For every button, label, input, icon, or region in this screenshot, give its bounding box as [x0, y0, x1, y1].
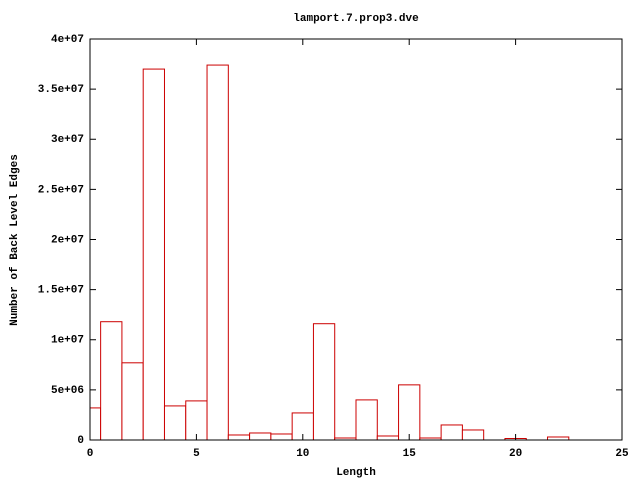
- bar: [142, 68, 165, 440]
- bar: [398, 384, 421, 440]
- x-tick-label: 25: [615, 448, 629, 460]
- bar: [461, 429, 485, 440]
- x-tick-label: 20: [509, 448, 522, 460]
- bar: [163, 405, 187, 440]
- y-tick-label: 1e+07: [51, 335, 84, 347]
- bar: [121, 362, 144, 440]
- bar: [270, 433, 293, 440]
- bar: [206, 64, 229, 440]
- bar: [312, 323, 336, 440]
- bar: [376, 435, 400, 440]
- x-tick-label: 10: [296, 448, 309, 460]
- chart-title: lamport.7.prop3.dve: [293, 13, 419, 25]
- y-tick-label: 1.5e+07: [38, 285, 84, 297]
- y-tick-label: 5e+06: [51, 385, 84, 397]
- y-tick-label: 3.5e+07: [38, 84, 84, 96]
- bar: [440, 424, 463, 440]
- bar: [249, 432, 272, 440]
- y-tick-label: 4e+07: [51, 34, 84, 46]
- x-tick-label: 15: [403, 448, 417, 460]
- bar: [355, 399, 378, 440]
- x-tick-label: 0: [87, 448, 94, 460]
- y-tick-label: 3e+07: [51, 134, 84, 146]
- y-axis-label: Number of Back Level Edges: [9, 154, 21, 326]
- y-tick-label: 0: [77, 435, 84, 447]
- y-tick-label: 2e+07: [51, 234, 84, 246]
- bars: [90, 64, 570, 440]
- bar: [100, 321, 123, 440]
- x-tick-label: 5: [193, 448, 200, 460]
- x-axis-label: Length: [336, 467, 376, 479]
- y-tick-label: 2.5e+07: [38, 184, 84, 196]
- bar: [227, 434, 251, 440]
